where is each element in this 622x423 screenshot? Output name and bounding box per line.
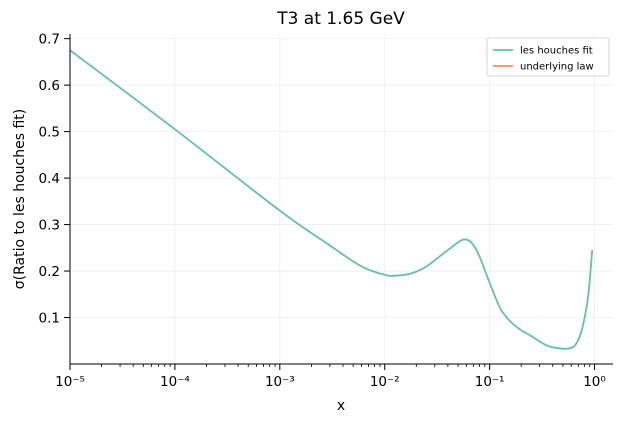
y-tick-label: 0.4 [39,171,60,187]
axes: 10⁻⁵ 10⁻⁴ 10⁻³ 10⁻² 10⁻¹ 10⁰ 0.1 0.2 0.3 0.4 0.5 0.… [39,32,613,390]
legend-label: les houches fit [520,46,593,57]
series-line-0 [69,49,594,350]
x-tick-label: 10⁻³ [265,374,295,390]
legend: les houches fit underlying law [486,37,610,77]
chart-title: T3 at 1.65 GeV [276,9,405,29]
y-tick-label: 0.2 [39,264,60,280]
x-axis-label: x [337,398,345,414]
legend-box [486,37,610,77]
x-tick-label: 10⁻⁴ [160,374,190,390]
y-tick-label: 0.1 [39,311,60,327]
y-tick-label: 0.3 [39,218,60,234]
y-axis-label: σ(Ratio to les houches fit) [12,109,28,290]
x-tick-label: 10⁻² [370,374,400,390]
x-tick-label: 10⁻¹ [475,374,505,390]
x-tick-label: 10⁻⁵ [55,374,85,390]
grid [69,34,613,364]
legend-label: underlying law [520,62,594,73]
series-layer [69,49,594,350]
y-tick-label: 0.6 [39,78,60,94]
y-tick-label: 0.5 [39,125,60,141]
y-tick-label: 0.7 [39,32,60,48]
x-tick-label: 10⁰ [583,374,606,390]
